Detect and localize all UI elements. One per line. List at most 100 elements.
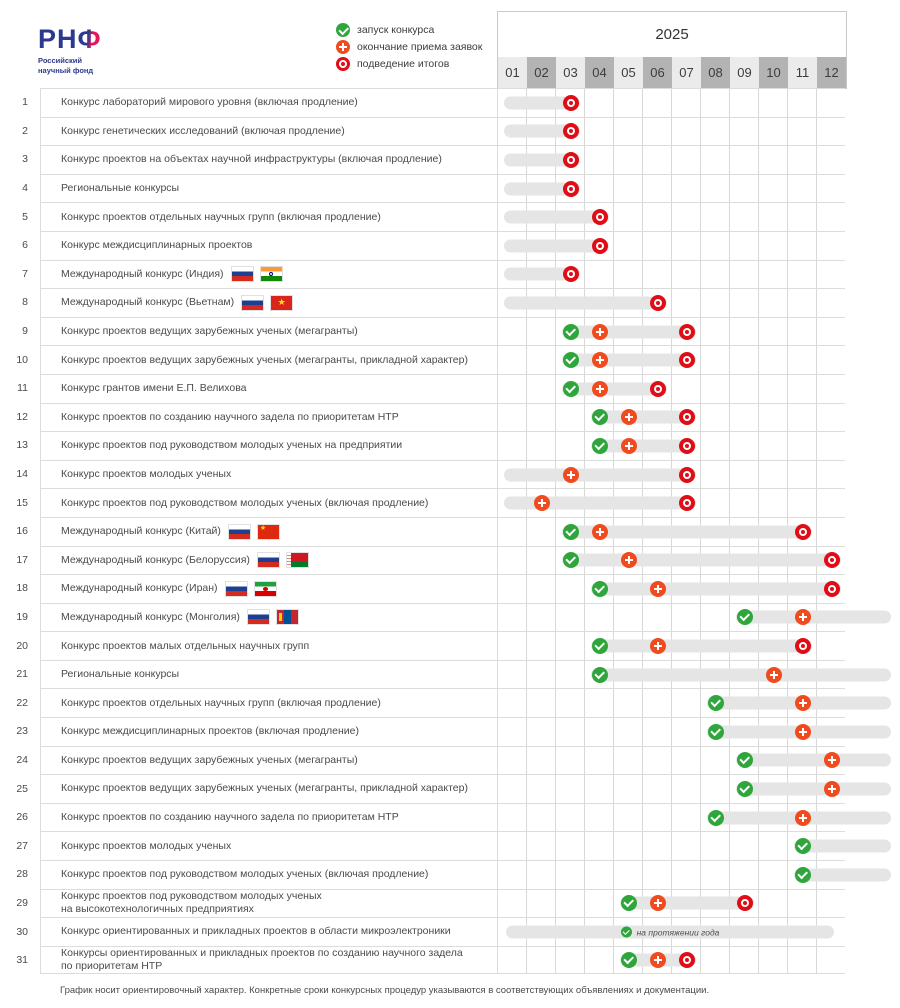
month-row: 01 02 03 04 05 06 07 08 09 10 11 12 bbox=[498, 57, 846, 88]
row-timeline bbox=[497, 373, 845, 403]
row-label-cell: Конкурс междисциплинарных проектов (вклю… bbox=[40, 717, 497, 746]
flag-cn-icon bbox=[257, 524, 279, 539]
row-timeline bbox=[497, 688, 891, 718]
flag-ru-icon bbox=[242, 295, 264, 310]
row-label-cell: Конкурс проектов на объектах научной инф… bbox=[40, 145, 497, 174]
month-cell: 11 bbox=[788, 57, 817, 88]
table-row: 5 Конкурс проектов отдельных научных груп… bbox=[0, 202, 900, 231]
row-timeline bbox=[497, 431, 845, 460]
row-number: 1 bbox=[22, 96, 28, 109]
table-row: 14 Конкурс проектов молодых ученых bbox=[0, 459, 900, 489]
row-timeline bbox=[497, 202, 845, 231]
row-timeline bbox=[497, 145, 845, 174]
row-timeline bbox=[497, 774, 891, 803]
timeline-bar bbox=[504, 124, 580, 138]
row-timeline bbox=[497, 259, 845, 289]
table-row: 15 Конкурс проектов под руководством моло… bbox=[0, 488, 900, 517]
results-marker-icon bbox=[678, 466, 695, 483]
row-label: Международный конкурс (Вьетнам) bbox=[61, 296, 235, 309]
timeline-bar bbox=[504, 153, 580, 167]
timeline-bar bbox=[590, 439, 696, 453]
deadline-marker-icon bbox=[823, 781, 840, 798]
deadline-marker-icon bbox=[794, 609, 811, 626]
row-label: Международный конкурс (Индия) bbox=[61, 267, 224, 280]
table-row: 18 Международный конкурс (Иран) bbox=[0, 574, 900, 603]
timeline-bar bbox=[561, 353, 696, 367]
table-row: 7 Международный конкурс (Индия) bbox=[0, 259, 900, 289]
row-label: Конкурс проектов молодых ученых bbox=[61, 467, 232, 480]
month-cell: 01 bbox=[498, 57, 527, 88]
table-row: 26 Конкурс проектов по созданию научного … bbox=[0, 802, 900, 832]
deadline-marker-icon bbox=[620, 552, 637, 569]
row-label-cell: Конкурс проектов ведущих зарубежных учен… bbox=[40, 745, 497, 775]
results-marker-icon bbox=[794, 638, 811, 655]
table-row: 22 Конкурс проектов отдельных научных гру… bbox=[0, 688, 900, 718]
row-timeline bbox=[497, 230, 845, 260]
row-label: Региональные конкурсы bbox=[61, 668, 180, 681]
table-row: 27 Конкурс проектов молодых ученых bbox=[0, 831, 900, 861]
timeline-bar bbox=[504, 496, 696, 510]
table-row: 1 Конкурс лабораторий мирового уровня (вк… bbox=[0, 88, 900, 117]
deadline-marker-icon bbox=[794, 809, 811, 826]
row-label: Конкурс проектов ведущих зарубежных учен… bbox=[61, 324, 358, 337]
results-marker-icon bbox=[678, 352, 695, 369]
row-label: Международный конкурс (Монголия) bbox=[61, 610, 240, 623]
timeline-bar bbox=[504, 210, 609, 224]
row-timeline: на протяжении года bbox=[497, 917, 845, 946]
row-number: 18 bbox=[16, 582, 28, 595]
start-marker-icon bbox=[591, 580, 608, 597]
results-marker-icon bbox=[823, 580, 840, 597]
table-row: 10 Конкурс проектов ведущих зарубежных уч… bbox=[0, 345, 900, 374]
legend-label: запуск конкурса bbox=[357, 24, 435, 36]
table-row: 23 Конкурс междисциплинарных проектов (вк… bbox=[0, 717, 900, 746]
timeline-bar bbox=[561, 325, 696, 339]
start-marker-icon bbox=[620, 952, 637, 969]
annual-note: на протяжении года bbox=[636, 927, 720, 938]
row-number: 14 bbox=[16, 468, 28, 481]
row-timeline bbox=[497, 659, 891, 689]
row-label: Конкурс проектов отдельных научных групп… bbox=[61, 696, 381, 709]
rsf-logo-subtitle: Российский научный фонд bbox=[38, 56, 94, 76]
start-marker-icon bbox=[562, 523, 579, 540]
timeline-bar bbox=[504, 267, 580, 281]
timeline-bar bbox=[619, 896, 754, 910]
row-label-cell: Конкурс проектов малых отдельных научных… bbox=[40, 631, 497, 660]
row-timeline bbox=[497, 631, 845, 660]
start-marker-icon bbox=[591, 666, 608, 683]
row-label-cell: Конкурс генетических исследований (включ… bbox=[40, 116, 497, 146]
row-label: Конкурс междисциплинарных проектов (вклю… bbox=[61, 725, 359, 738]
flag-ru-icon bbox=[225, 581, 247, 596]
row-label-cell: Конкурс проектов ведущих зарубежных учен… bbox=[40, 774, 497, 803]
results-marker-icon bbox=[649, 380, 666, 397]
row-label-cell: Конкурс ориентированных и прикладных про… bbox=[40, 917, 497, 946]
row-label: Международный конкурс (Иран) bbox=[61, 582, 218, 595]
row-label: Конкурс проектов ведущих зарубежных учен… bbox=[61, 353, 468, 366]
row-timeline bbox=[497, 860, 891, 889]
timeline-bar bbox=[561, 382, 667, 396]
row-label: Международный конкурс (Белоруссия) bbox=[61, 553, 250, 566]
row-number: 21 bbox=[16, 668, 28, 681]
row-number: 15 bbox=[16, 496, 28, 509]
timeline-bar bbox=[590, 410, 696, 424]
table-row: 8 Международный конкурс (Вьетнам) bbox=[0, 288, 900, 317]
month-cell: 10 bbox=[759, 57, 788, 88]
timeline-bar bbox=[590, 668, 891, 682]
flag-in-icon bbox=[260, 267, 282, 282]
results-marker-icon bbox=[591, 237, 608, 254]
table-row: 16 Международный конкурс (Китай) bbox=[0, 516, 900, 546]
row-number: 13 bbox=[16, 439, 28, 452]
results-marker-icon bbox=[562, 151, 579, 168]
start-marker-icon bbox=[591, 437, 608, 454]
row-label: Региональные конкурсы bbox=[61, 182, 180, 195]
table-row: 19 Международный конкурс (Монголия) bbox=[0, 602, 900, 632]
row-label-cell: Международный конкурс (Иран) bbox=[40, 574, 497, 603]
flag-ru-icon bbox=[257, 553, 279, 568]
table-row: 12 Конкурс проектов по созданию научного … bbox=[0, 402, 900, 432]
row-label: Международный конкурс (Китай) bbox=[61, 525, 221, 538]
row-number: 24 bbox=[16, 753, 28, 766]
timeline-bar bbox=[590, 582, 841, 596]
deadline-marker-icon bbox=[533, 495, 550, 512]
row-label-cell: Конкурс проектов под руководством молоды… bbox=[40, 431, 497, 460]
start-marker-icon bbox=[707, 809, 724, 826]
timeline-bar bbox=[735, 610, 891, 624]
